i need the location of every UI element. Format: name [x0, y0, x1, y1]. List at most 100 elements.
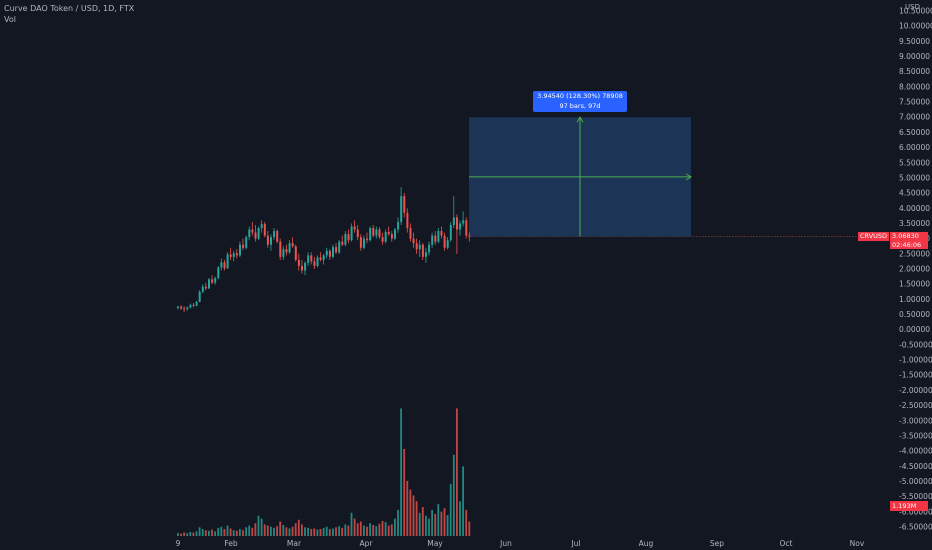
currency-label[interactable]: USD — [905, 3, 920, 11]
measure-tooltip: 3.94540 (128.30%) 78908 97 bars, 97d — [533, 91, 627, 112]
volume-bar — [214, 531, 216, 536]
candle-body — [347, 234, 350, 241]
volume-bar — [245, 527, 247, 536]
candle-body — [223, 262, 226, 269]
volume-bar — [338, 526, 340, 536]
candle-body — [177, 306, 179, 308]
price-tick-label: 2.50000 — [899, 249, 930, 258]
price-tick-label: -3.50000 — [899, 431, 932, 440]
candle-body — [421, 244, 424, 257]
volume-bar — [257, 515, 260, 536]
candle-body — [390, 234, 393, 239]
volume-bar — [282, 524, 285, 536]
price-axis[interactable]: 10.50000 10.00000 9.50000 9.00000 8.50000 8.0… — [899, 7, 932, 532]
candle-body — [204, 286, 207, 289]
candle-body — [235, 253, 238, 256]
candle-body — [198, 291, 201, 302]
price-tick-label: -4.00000 — [899, 447, 932, 456]
candle-body — [226, 254, 229, 269]
volume-bar — [431, 509, 433, 536]
candle-body — [260, 224, 263, 229]
volume-bar — [356, 523, 359, 536]
candle-body — [273, 231, 276, 238]
volume-bar — [316, 529, 319, 536]
volume-bar — [394, 518, 396, 536]
candle-body — [245, 237, 248, 248]
candle-body — [394, 229, 396, 239]
price-tick-label: 10.00000 — [899, 22, 932, 31]
volume-bar — [437, 504, 440, 536]
volume-label[interactable]: Vol — [4, 15, 16, 24]
candle-body — [285, 249, 288, 253]
volume-bar — [440, 511, 443, 536]
candle-body — [356, 229, 359, 238]
measure-tool[interactable] — [469, 116, 692, 237]
volume-bar — [387, 525, 390, 536]
price-tick-label: -2.50000 — [899, 401, 932, 410]
volume-bar — [415, 501, 418, 536]
volume-bar — [254, 523, 257, 536]
candle-body — [266, 235, 269, 245]
volume-bar — [341, 527, 344, 536]
price-tick-label: 3.50000 — [899, 219, 930, 228]
price-tick-label: 5.50000 — [899, 158, 930, 167]
candle-body — [369, 228, 372, 241]
volume-bar — [186, 533, 189, 536]
volume-tag: 1.193M — [890, 501, 928, 511]
candle-body — [425, 252, 427, 257]
volume-bar — [279, 521, 282, 536]
volume-bar — [462, 466, 464, 536]
candle-body — [418, 244, 421, 250]
measure-tooltip-bars: 97 bars, 97d — [559, 102, 601, 110]
candle-body — [251, 229, 254, 233]
price-tick-label: 10.50000 — [899, 7, 932, 16]
candle-body — [366, 238, 369, 241]
candle-body — [183, 308, 186, 310]
candle-body — [468, 235, 471, 237]
candle-body — [400, 196, 403, 222]
price-tick-label: -1.00000 — [899, 356, 932, 365]
volume-bar — [319, 529, 322, 536]
price-tick-label: 2.00000 — [899, 265, 930, 274]
candle-body — [304, 262, 307, 271]
volume-bar — [270, 526, 272, 536]
volume-bar — [198, 527, 201, 536]
volume-bar — [456, 408, 458, 536]
candle-body — [397, 221, 400, 230]
candle-body — [288, 243, 291, 253]
time-axis[interactable]: 9 Feb Mar Apr May Jun Jul Aug Sep Oct Nov — [176, 539, 865, 548]
volume-bar — [375, 526, 378, 536]
price-tick-label: 0.50000 — [899, 310, 930, 319]
candle-body — [319, 257, 322, 260]
volume-bar — [421, 507, 424, 536]
volume-bar — [220, 526, 223, 536]
candle-body — [291, 243, 294, 247]
volume-bar — [381, 520, 384, 536]
volume-bar — [211, 529, 213, 536]
volume-bar — [400, 408, 402, 536]
candle-body — [378, 229, 381, 238]
volume-bar — [301, 524, 303, 536]
price-tick-label: -1.50000 — [899, 371, 932, 380]
candle-body — [195, 301, 198, 306]
volume-bar — [363, 525, 365, 536]
candle-body — [189, 304, 192, 308]
candle-body — [214, 278, 217, 283]
volume-bar — [183, 532, 185, 536]
candle-body — [232, 253, 235, 257]
symbol-title[interactable]: Curve DAO Token / USD, 1D, FTX — [4, 4, 135, 13]
volume-bar — [325, 526, 328, 536]
time-tick-label: Jun — [499, 539, 512, 548]
volume-bar — [384, 522, 387, 536]
time-tick-label: Jul — [570, 539, 580, 548]
volume-bar — [294, 523, 297, 536]
time-tick-label: Sep — [710, 539, 724, 548]
volume-bar — [304, 527, 306, 536]
volume-bar — [266, 525, 269, 536]
candle-body — [350, 226, 353, 241]
candle-body — [313, 261, 316, 266]
volume-bar — [425, 515, 427, 536]
candle-body — [384, 231, 387, 242]
candle-body — [406, 212, 409, 229]
